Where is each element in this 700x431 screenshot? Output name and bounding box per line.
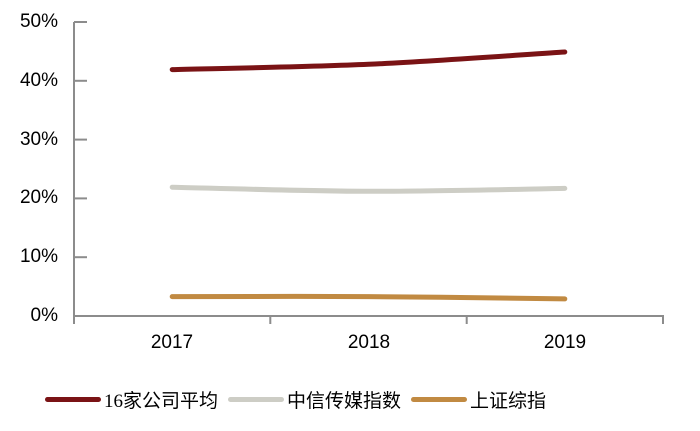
legend-item-sse-composite: 上证综指	[411, 386, 546, 413]
y-axis-label: 20%	[19, 187, 58, 208]
y-axis-label: 0%	[30, 305, 58, 326]
x-axis-label: 2019	[543, 332, 587, 353]
y-axis-label: 30%	[19, 129, 58, 150]
series-line-0	[169, 49, 568, 73]
legend-item-citic-media-index: 中信传媒指数	[228, 386, 401, 413]
series-line-1	[169, 184, 568, 194]
legend-line-swatch	[411, 396, 468, 402]
chart-legend: 16家公司平均 中信传媒指数 上证综指	[45, 386, 546, 412]
legend-label: 中信传媒指数	[287, 390, 402, 412]
x-axis-label: 2018	[347, 332, 391, 353]
legend-line-swatch	[228, 396, 285, 402]
y-axis-label: 50%	[19, 11, 58, 32]
y-axis-label: 40%	[19, 70, 58, 91]
legend-label: 上证综指	[470, 390, 547, 412]
y-axis-label: 10%	[19, 246, 58, 267]
legend-item-company-average: 16家公司平均	[45, 386, 218, 413]
x-axis-label: 2017	[150, 332, 194, 353]
legend-line-swatch	[45, 396, 101, 402]
series-line-2	[169, 293, 568, 302]
legend-label: 16家公司平均	[104, 390, 219, 412]
